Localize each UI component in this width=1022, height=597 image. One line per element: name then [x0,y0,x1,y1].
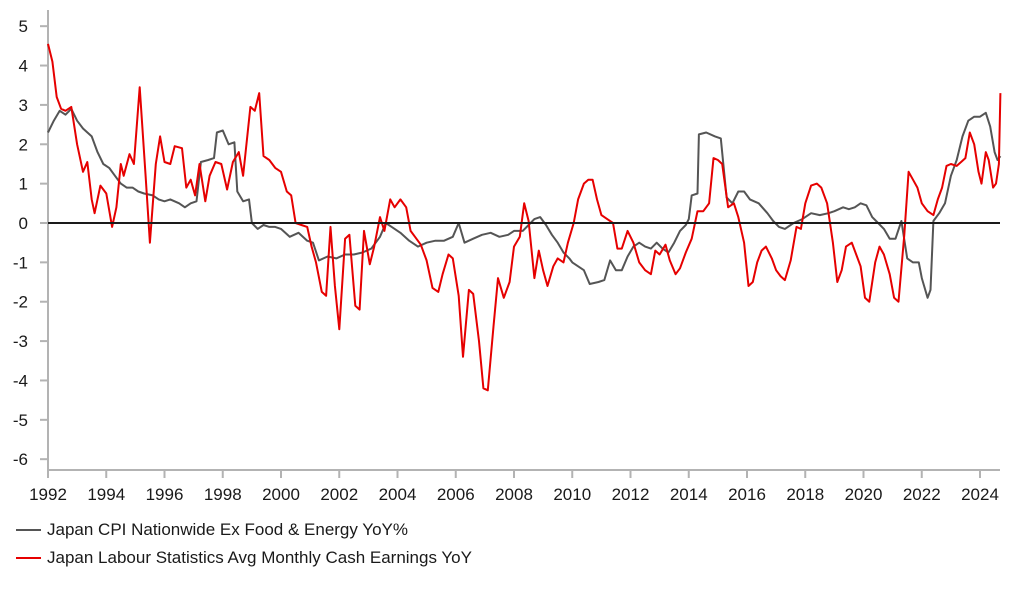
x-tick-label: 2018 [786,485,824,504]
y-tick-label: 1 [19,175,28,194]
y-tick-label: -5 [13,411,28,430]
x-tick-label: 2022 [903,485,941,504]
x-tick-label: 2006 [437,485,475,504]
y-tick-label: 5 [19,17,28,36]
y-tick-label: -3 [13,332,28,351]
x-tick-label: 2004 [379,485,417,504]
x-tick-label: 2012 [612,485,650,504]
y-tick-label: 2 [19,135,28,154]
y-tick-label: -4 [13,371,28,390]
series-line-earnings [47,43,1002,392]
x-tick-label: 2024 [961,485,999,504]
legend-item-earnings: Japan Labour Statistics Avg Monthly Cash… [16,544,472,572]
x-tick-label: 1992 [29,485,67,504]
series-line-cpi [47,107,1002,299]
legend-swatch-earnings [16,557,41,559]
x-tick-label: 2002 [320,485,358,504]
legend-item-cpi: Japan CPI Nationwide Ex Food & Energy Yo… [16,516,472,544]
x-tick-label: 2008 [495,485,533,504]
y-tick-label: 0 [19,214,28,233]
x-tick-label: 2016 [728,485,766,504]
legend-label-cpi: Japan CPI Nationwide Ex Food & Energy Yo… [47,520,408,539]
y-tick-label: 4 [19,57,28,76]
x-tick-label: 1996 [146,485,184,504]
x-tick-label: 1994 [87,485,125,504]
x-tick-label: 2014 [670,485,708,504]
x-tick-label: 1998 [204,485,242,504]
legend: Japan CPI Nationwide Ex Food & Energy Yo… [16,516,472,572]
y-tick-label: -6 [13,450,28,469]
y-tick-label: 3 [19,96,28,115]
x-tick-label: 2010 [553,485,591,504]
y-tick-label: -2 [13,293,28,312]
series-layer [47,43,1002,392]
x-tick-label: 2020 [845,485,883,504]
x-tick-label: 2000 [262,485,300,504]
y-tick-label: -1 [13,253,28,272]
legend-swatch-cpi [16,529,41,531]
legend-label-earnings: Japan Labour Statistics Avg Monthly Cash… [47,548,472,567]
